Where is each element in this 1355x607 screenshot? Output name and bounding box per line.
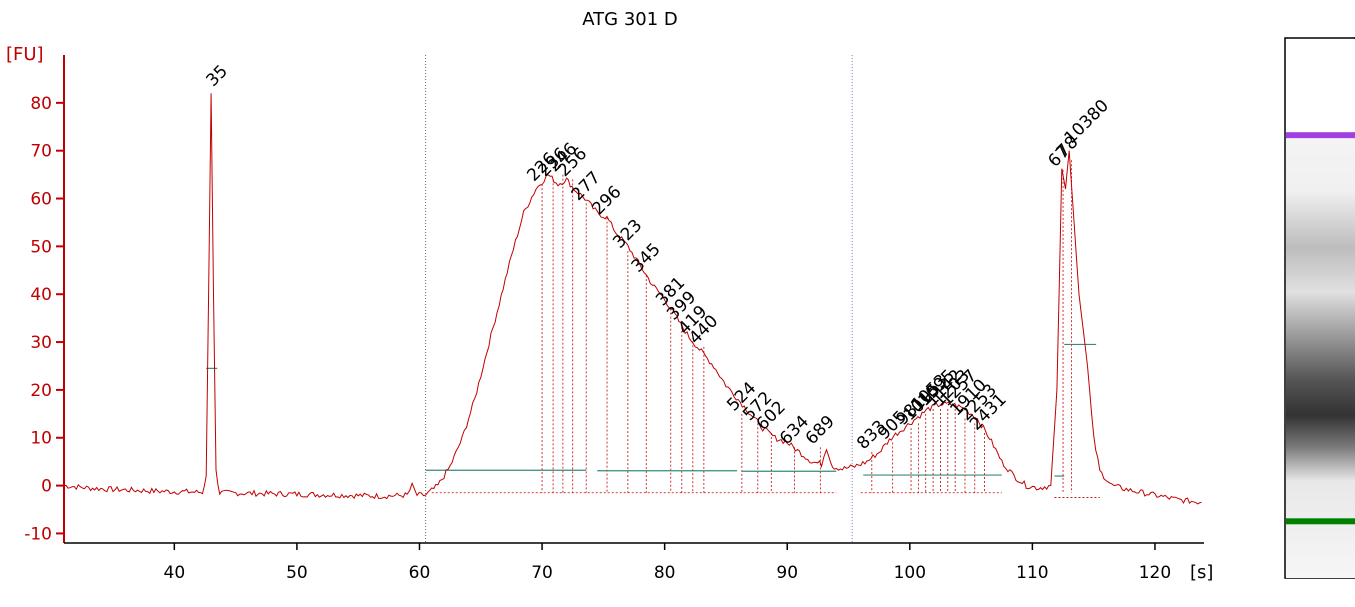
peak-labels: 3510380226236246256277296323345381399419… (202, 61, 1112, 453)
x-axis-title: [s] (1190, 562, 1213, 583)
y-tick-label: 70 (30, 142, 52, 162)
x-tick-label: 80 (654, 563, 676, 583)
trace-line (63, 93, 1202, 505)
peak-label: 689 (802, 412, 839, 449)
dotted-marks (425, 55, 853, 543)
y-tick-label: 30 (30, 333, 52, 353)
x-tick-label: 50 (286, 563, 308, 583)
y-axis-title: [FU] (6, 44, 44, 65)
y-tick-label: 10 (30, 429, 52, 449)
y-tick-label: 20 (30, 381, 52, 401)
gel-band (1286, 132, 1355, 139)
x-tick-label: 110 (1016, 563, 1048, 583)
x-tick-label: 90 (776, 563, 798, 583)
chart-title: ATG 301 D (582, 9, 678, 30)
axes: -10 0 10 20 30 40 50 60 70 80 40 50 60 70 80 90 100 110 12… (24, 55, 1204, 583)
y-tick-label: -10 (24, 524, 52, 544)
gel-top (1286, 39, 1355, 139)
y-tick-label: 80 (30, 94, 52, 114)
peak-drops (431, 160, 1100, 498)
y-tick-label: 40 (30, 285, 52, 305)
y-tick-label: 50 (30, 237, 52, 257)
x-tick-label: 120 (1139, 563, 1171, 583)
marker-label: 35 (202, 61, 231, 90)
gel-lane-image (1284, 37, 1355, 579)
baseline-segments (206, 343, 1097, 477)
x-tick-label: 60 (409, 563, 431, 583)
y-tick-label: 60 (30, 190, 52, 210)
trace (63, 93, 1202, 505)
x-tick-label: 40 (164, 563, 186, 583)
x-tick-label: 100 (894, 563, 926, 583)
x-tick-label: 70 (531, 563, 553, 583)
gel-band (1286, 518, 1355, 525)
gel-smear (1286, 138, 1355, 578)
peak-label: 345 (628, 240, 665, 277)
peak-label: 323 (609, 216, 646, 253)
y-tick-label: 0 (41, 477, 52, 497)
